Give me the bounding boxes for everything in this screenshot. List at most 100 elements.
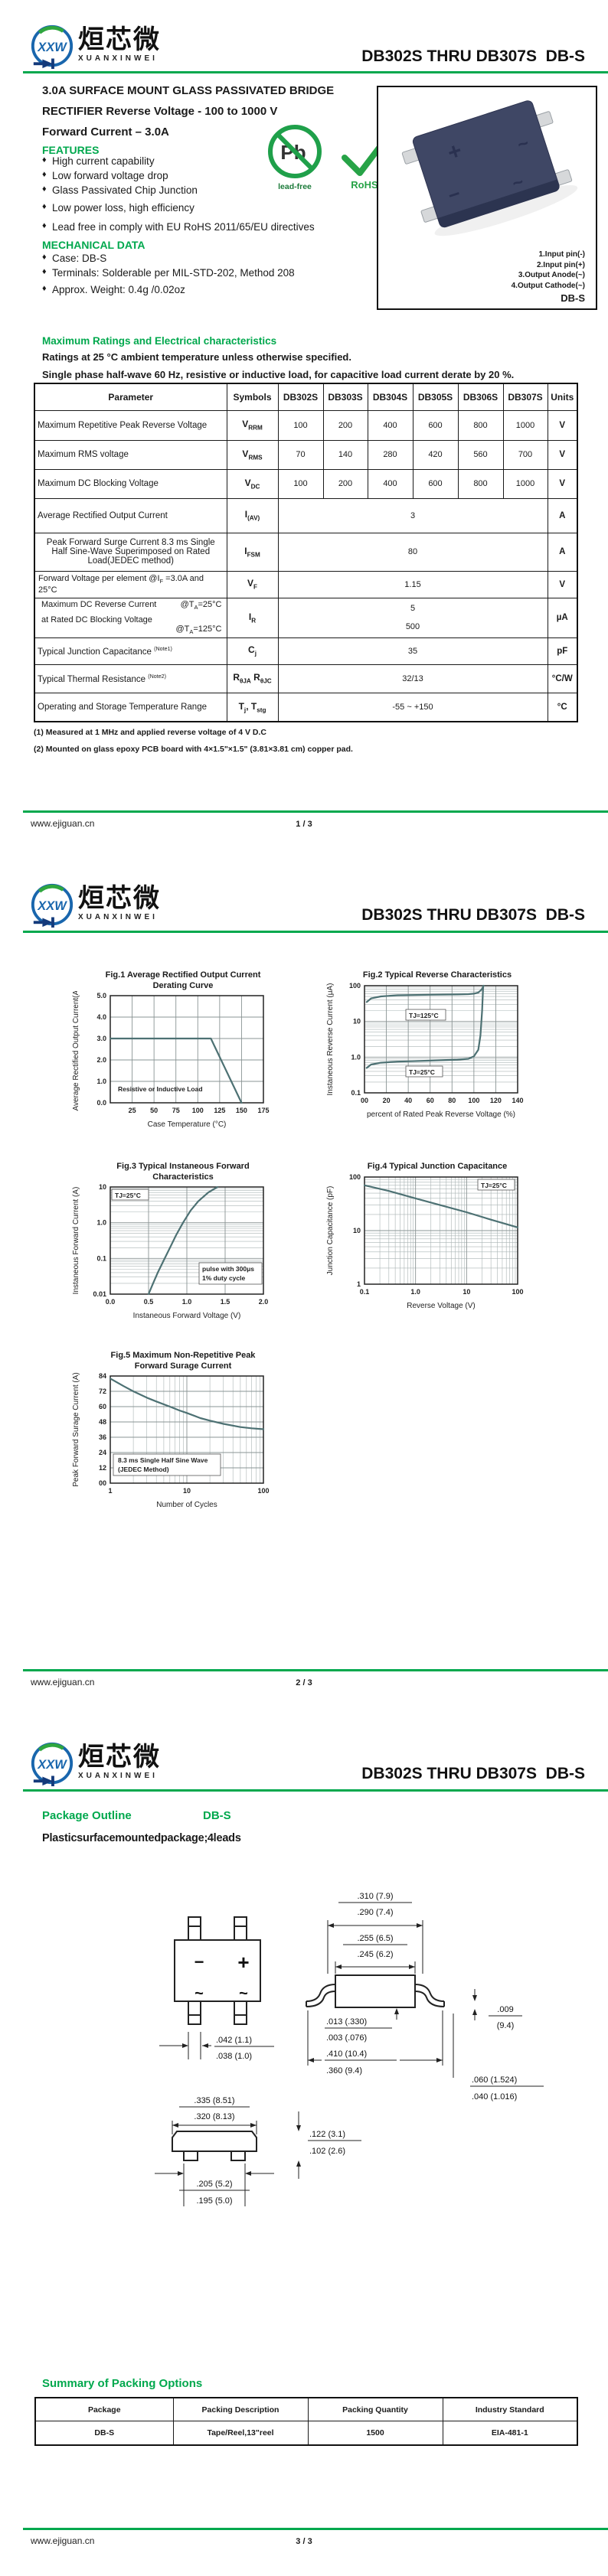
table-row: Maximum DC Blocking Voltage VDC 100 200 … — [34, 468, 578, 499]
svg-text:Instaneous Forward Current (A): Instaneous Forward Current (A) — [72, 1187, 80, 1295]
svg-text:.360 (9.4): .360 (9.4) — [326, 2066, 362, 2075]
col-header: Packing Description — [172, 2397, 309, 2421]
svg-text:.013 (.330): .013 (.330) — [326, 2017, 367, 2027]
page-2: XXW 烜芯微 XUANXINWEI DB302S THRU DB307S DB… — [0, 859, 608, 1717]
brand-logo-icon: XXW — [31, 1742, 74, 1787]
svg-text:125: 125 — [214, 1107, 225, 1114]
table-row: Forward Voltage per element @IF =3.0A an… — [34, 570, 578, 598]
ratings-header-row: Parameter Symbols DB302S DB303S DB304S D… — [34, 383, 578, 411]
figure-2: Fig.2 Typical Reverse Characteristics 00… — [317, 970, 531, 1129]
table-row: Typical Junction Capacitance (Note1) Cj … — [34, 637, 578, 665]
diode-symbol-icon — [33, 917, 54, 928]
brand-text: 烜芯微 XUANXINWEI — [78, 1743, 161, 1780]
package-outline-drawing: − + ~ ~ .042 (1.1) .038 (1.0) .310 (7.9)… — [155, 1892, 544, 2206]
param-cell: Maximum Repetitive Peak Reverse Voltage — [34, 409, 227, 441]
footer-page-number: 1 / 3 — [296, 820, 312, 829]
ratings-table: Parameter Symbols DB302S DB303S DB304S D… — [34, 383, 578, 722]
svg-text:4.0: 4.0 — [96, 1013, 106, 1021]
headline-line: RECTIFIER Reverse Voltage - 100 to 1000 … — [42, 105, 278, 118]
figure-title: Fig.5 Maximum Non-Repetitive Peak Forward… — [110, 1351, 256, 1371]
package-photo-box: + ~ − ~ 1.Input pin(-) 2.Input pin(+) 3.… — [377, 86, 597, 310]
param-cell: Maximum DC Reverse Current @TA=25°C at Ra… — [34, 597, 227, 638]
brand-en-name: XUANXINWEI — [78, 1772, 158, 1780]
svg-text:Junction Capacitance (pF): Junction Capacitance (pF) — [326, 1185, 335, 1275]
svg-text:80: 80 — [448, 1097, 456, 1104]
svg-text:75: 75 — [172, 1107, 180, 1114]
outline-side-view: .310 (7.9) .290 (7.4) .255 (6.5) .245 (6… — [306, 1892, 544, 2102]
svg-text:TJ=125°C: TJ=125°C — [409, 1012, 439, 1019]
brand-cn-name: 烜芯微 — [78, 884, 161, 913]
rohs-icon: RoHS — [342, 138, 387, 191]
svg-text:Reverse Voltage (V): Reverse Voltage (V) — [407, 1302, 476, 1310]
brand-logo-icon: XXW — [31, 883, 74, 928]
svg-text:.310 (7.9): .310 (7.9) — [357, 1892, 393, 1901]
fig5-chart: 1 10 100 00 12 24 36 48 60 72 84 8.3 ms Single Half… — [72, 1372, 270, 1509]
brand-logo-icon: XXW — [31, 24, 74, 70]
headline-line: Forward Current – 3.0A — [42, 126, 169, 139]
figure-title: Fig.2 Typical Reverse Characteristics — [362, 970, 512, 980]
packing-table: Package Packing Description Packing Quan… — [34, 2397, 578, 2446]
brand-en-name: XUANXINWEI — [78, 913, 158, 921]
fig3-chart: 0.0 0.5 1.0 1.5 2.0 0.01 0.1 1.0 10 TJ=25°C pulse … — [72, 1183, 268, 1320]
svg-text:.410 (10.4): .410 (10.4) — [326, 2049, 367, 2059]
header-rule — [23, 931, 608, 933]
svg-text:.042 (1.1): .042 (1.1) — [216, 2036, 252, 2045]
features-list: High current capability Low forward volt… — [42, 155, 371, 233]
svg-text:percent of Rated Peak Reverse: percent of Rated Peak Reverse Voltage (%… — [367, 1110, 515, 1119]
figure-4: Fig.4 Typical Junction Capacitance 0.1 1.… — [317, 1162, 531, 1320]
note-line: (1) Measured at 1 MHz and applied revers… — [34, 728, 267, 737]
packing-heading: Summary of Packing Options — [42, 2377, 203, 2390]
table-row: Operating and Storage Temperature Range … — [34, 692, 578, 722]
svg-text:120: 120 — [490, 1097, 502, 1104]
ratings-heading: Maximum Ratings and Electrical character… — [42, 335, 277, 347]
svg-text:1.0: 1.0 — [182, 1298, 192, 1306]
ratings-subtitle-2: Single phase half-wave 60 Hz, resistive … — [42, 369, 515, 380]
svg-text:+: + — [237, 1951, 249, 1974]
svg-text:100: 100 — [349, 1173, 361, 1181]
svg-text:0.0: 0.0 — [96, 1099, 106, 1107]
footer-page-number: 2 / 3 — [296, 1678, 312, 1687]
footer-site: www.ejiguan.cn — [31, 818, 95, 829]
svg-text:10: 10 — [353, 1227, 361, 1234]
svg-text:8.3 ms Single Half Sine Wave: 8.3 ms Single Half Sine Wave — [118, 1456, 208, 1464]
pin-label: 4.Output Cathode(~) — [511, 281, 585, 290]
svg-text:25: 25 — [129, 1107, 136, 1114]
feature-item: High current capability — [42, 155, 371, 167]
page-3: XXW 烜芯微 XUANXINWEI DB302S THRU DB307S DB… — [0, 1717, 608, 2576]
brand-cn-name: 烜芯微 — [78, 25, 161, 54]
table-row: Peak Forward Surge Current 8.3 ms Single… — [34, 532, 578, 572]
svg-text:.060 (1.524): .060 (1.524) — [472, 2075, 517, 2085]
col-header: Units — [547, 383, 578, 411]
footer-rule — [23, 1669, 608, 1671]
svg-text:.040 (1.016): .040 (1.016) — [472, 2092, 517, 2102]
svg-text:1.0: 1.0 — [410, 1288, 420, 1296]
svg-text:.320 (8.13): .320 (8.13) — [194, 2112, 234, 2121]
headline: 3.0A SURFACE MOUNT GLASS PASSIVATED BRID… — [42, 80, 379, 142]
doc-title: DB302S THRU DB307S DB-S — [361, 906, 585, 924]
packing-header-row: Package Packing Description Packing Quan… — [34, 2397, 578, 2421]
brand-header: XXW 烜芯微 XUANXINWEI — [29, 882, 351, 932]
svg-text:50: 50 — [150, 1107, 158, 1114]
package-name-label: DB-S — [561, 292, 585, 304]
svg-text:.009: .009 — [497, 2005, 513, 2014]
mechanical-item: Case: DB-S — [42, 253, 371, 264]
mechanical-list: Case: DB-S Terminals: Solderable per MIL… — [42, 253, 371, 295]
col-header: DB305S — [412, 383, 459, 411]
svg-text:XXW: XXW — [37, 41, 67, 54]
svg-text:10: 10 — [463, 1288, 470, 1296]
svg-text:TJ=25°C: TJ=25°C — [481, 1182, 507, 1189]
brand-cn-name: 烜芯微 — [78, 1743, 161, 1772]
svg-text:Resistive or Inductive Load: Resistive or Inductive Load — [118, 1085, 203, 1093]
svg-text:0.0: 0.0 — [106, 1298, 116, 1306]
svg-text:(9.4): (9.4) — [497, 2021, 515, 2030]
svg-text:100: 100 — [349, 982, 361, 990]
svg-text:.245 (6.2): .245 (6.2) — [357, 1950, 393, 1959]
svg-text:Instaneous Forward Voltage (V): Instaneous Forward Voltage (V) — [133, 1312, 241, 1320]
svg-text:pulse with 300μs: pulse with 300μs — [202, 1265, 254, 1273]
svg-text:60: 60 — [427, 1097, 434, 1104]
svg-text:5.0: 5.0 — [96, 992, 106, 999]
feature-item: Low power loss, high efficiency — [42, 202, 371, 214]
svg-text:1.0: 1.0 — [96, 1078, 106, 1085]
svg-text:0.01: 0.01 — [93, 1290, 106, 1298]
pinout-list: 1.Input pin(-) 2.Input pin(+) 3.Output A… — [512, 249, 585, 291]
